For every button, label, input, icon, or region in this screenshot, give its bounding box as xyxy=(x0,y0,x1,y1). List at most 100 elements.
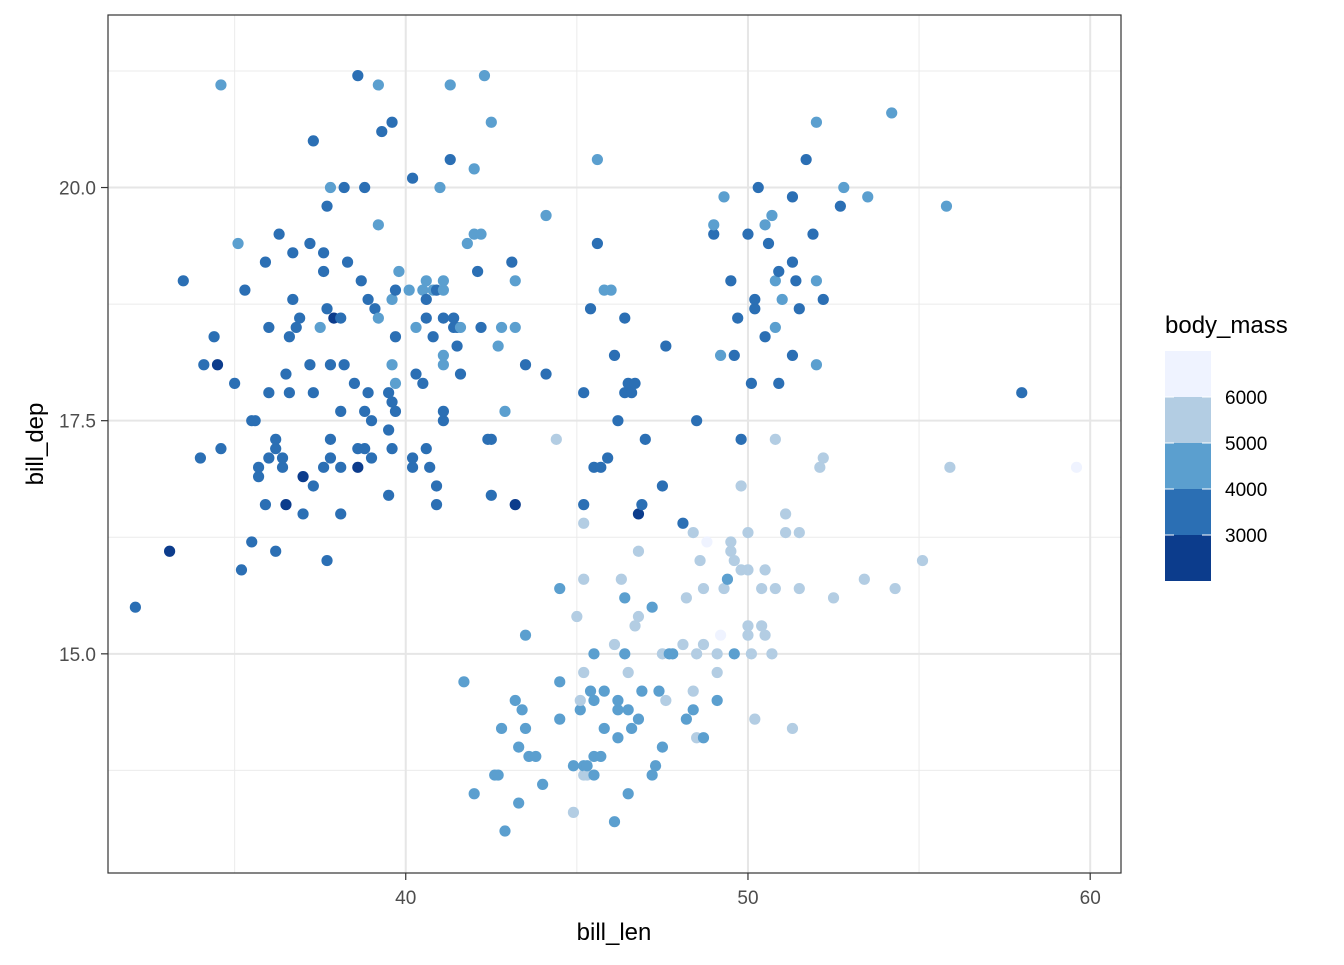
data-point xyxy=(297,508,309,520)
data-point xyxy=(660,694,672,707)
data-point xyxy=(393,265,405,278)
data-point xyxy=(697,638,710,651)
data-point xyxy=(591,153,603,166)
data-point xyxy=(632,508,645,520)
data-point xyxy=(355,275,367,287)
data-point xyxy=(677,517,689,529)
data-point xyxy=(513,797,525,809)
data-point xyxy=(629,377,641,389)
data-point xyxy=(615,573,627,585)
data-point xyxy=(619,592,631,604)
data-point xyxy=(694,554,706,567)
data-point xyxy=(780,508,792,520)
data-point xyxy=(584,303,597,315)
data-point xyxy=(461,237,473,250)
data-point xyxy=(389,405,402,417)
data-point xyxy=(506,256,518,268)
data-point xyxy=(437,312,449,324)
legend: body_mass 6000 5000 4000 3000 xyxy=(1165,312,1288,581)
data-point xyxy=(324,452,337,464)
legend-color-step xyxy=(1165,443,1211,489)
data-point xyxy=(626,387,638,399)
data-point xyxy=(430,499,443,511)
data-point xyxy=(708,228,720,240)
data-point xyxy=(454,321,467,334)
y-axis-title: bill_dep xyxy=(22,403,49,486)
data-point xyxy=(756,620,768,632)
data-point xyxy=(485,116,497,128)
legend-label: 5000 xyxy=(1225,434,1267,455)
data-point xyxy=(718,582,730,595)
data-point xyxy=(759,629,771,641)
data-point xyxy=(270,433,282,445)
data-point xyxy=(406,172,419,184)
data-point xyxy=(711,666,723,679)
data-point xyxy=(554,676,566,688)
data-point xyxy=(574,694,586,707)
data-point xyxy=(215,79,227,91)
data-point xyxy=(581,760,593,772)
legend-color-step xyxy=(1165,489,1211,535)
data-point xyxy=(304,237,316,250)
data-point xyxy=(177,275,189,287)
data-point xyxy=(324,359,337,371)
points-layer xyxy=(129,70,1083,837)
data-point xyxy=(745,377,757,389)
data-point xyxy=(383,489,395,501)
data-point xyxy=(444,153,456,166)
data-point xyxy=(756,582,768,595)
data-point xyxy=(677,638,689,651)
data-point xyxy=(352,461,364,473)
data-point xyxy=(386,359,398,371)
data-point xyxy=(862,191,874,203)
data-point xyxy=(321,554,333,567)
data-point xyxy=(807,228,819,240)
data-point xyxy=(129,601,141,613)
data-point xyxy=(519,722,532,735)
data-point xyxy=(314,321,326,334)
data-point xyxy=(612,704,624,716)
data-point xyxy=(701,536,713,548)
data-point xyxy=(749,303,761,315)
data-point xyxy=(232,237,244,250)
data-point xyxy=(759,219,771,231)
data-point xyxy=(485,489,497,501)
data-point xyxy=(509,499,521,511)
data-point xyxy=(321,303,333,315)
data-point xyxy=(814,461,826,473)
data-point xyxy=(742,629,754,641)
data-point xyxy=(239,284,251,296)
grid-layer xyxy=(108,15,1121,873)
data-point xyxy=(513,741,525,753)
data-point xyxy=(420,312,432,324)
data-point xyxy=(691,415,703,427)
data-point xyxy=(280,368,292,380)
data-point xyxy=(406,452,419,464)
data-point xyxy=(434,181,446,194)
data-point xyxy=(211,359,224,371)
data-point xyxy=(916,554,929,567)
axis-layer: 40 50 60 15.0 17.5 20.0 xyxy=(59,179,1101,909)
data-point xyxy=(742,564,754,576)
data-point xyxy=(276,461,289,473)
data-point xyxy=(372,219,384,231)
data-point xyxy=(451,340,463,352)
data-point xyxy=(437,359,449,371)
data-point xyxy=(940,200,953,212)
data-point xyxy=(718,191,730,203)
legend-colorbar: 6000 5000 4000 3000 xyxy=(1165,351,1267,581)
data-point xyxy=(475,321,487,334)
legend-label: 6000 xyxy=(1225,388,1267,409)
legend-color-step xyxy=(1165,535,1211,581)
data-point xyxy=(742,620,754,632)
data-point xyxy=(294,312,306,324)
data-point xyxy=(352,70,364,82)
data-point xyxy=(714,349,727,361)
data-point xyxy=(365,415,378,427)
data-point xyxy=(437,275,449,287)
data-point xyxy=(297,471,309,483)
data-point xyxy=(612,732,624,744)
data-point xyxy=(605,284,617,296)
data-point xyxy=(834,200,846,212)
data-point xyxy=(307,387,319,399)
